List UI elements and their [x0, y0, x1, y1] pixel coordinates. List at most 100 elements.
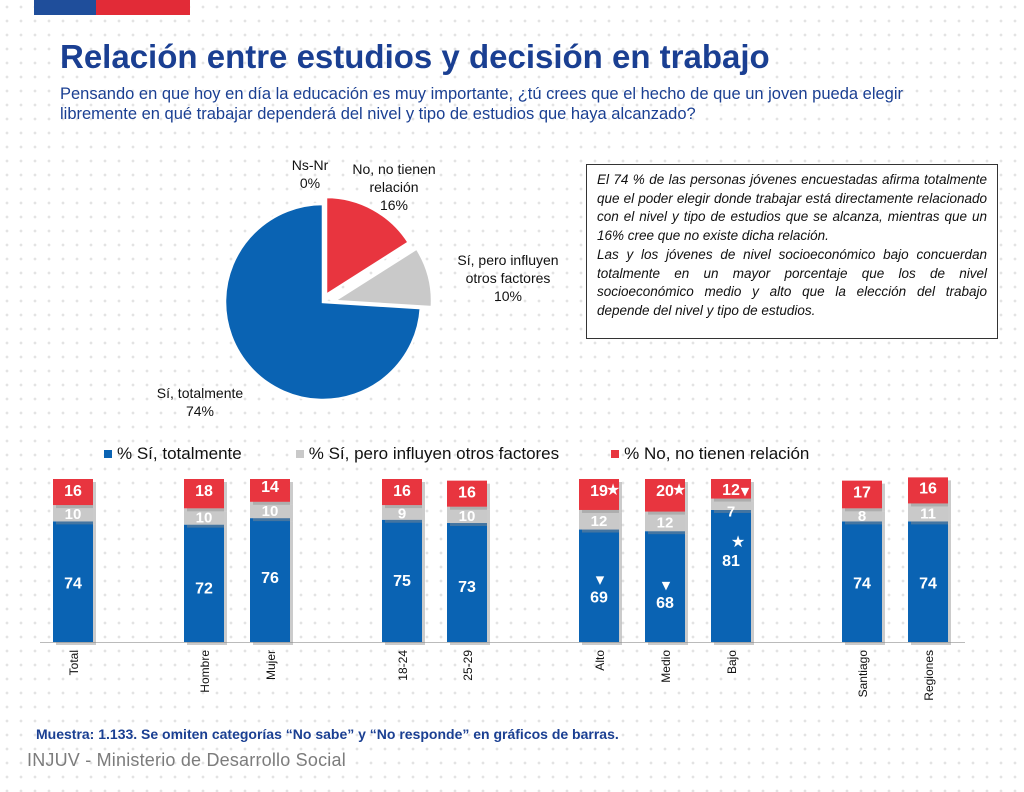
- pie-label-nsnr-value: 0%: [299, 175, 321, 191]
- x-axis-label-Medio: Medio: [659, 650, 673, 683]
- bar-value-Alto-si-totalmente: 69: [590, 590, 608, 607]
- summary-paragraph-2: Las y los jóvenes de nivel socioeconómic…: [597, 246, 987, 318]
- pie-chart: [223, 195, 434, 402]
- x-axis-label-Total: Total: [67, 650, 81, 675]
- bar-segment-25-29-1: [447, 506, 487, 524]
- significance-marker-5: ★: [731, 532, 745, 551]
- legend-swatch-blue: [104, 450, 112, 458]
- bar-value-Hombre-si-totalmente: 72: [195, 581, 213, 598]
- bar-value-Santiago-si-totalmente: 74: [853, 575, 871, 592]
- summary-textbox: El 74 % de las personas jóvenes encuesta…: [586, 164, 998, 339]
- bar-segment-Bajo-0: [711, 509, 751, 642]
- legend-label-si-totalmente: % Sí, totalmente: [117, 444, 242, 463]
- bar-value-25-29-no: 16: [458, 485, 476, 502]
- bar-segment-25-29-0: [447, 523, 487, 642]
- bar-segment-Medio-0: [645, 531, 685, 642]
- bar-segment-18-24-1: [382, 505, 422, 520]
- bar-segment-Santiago-2: [842, 480, 882, 509]
- pie-label-si-pero: Sí, pero influyen otros factores 10%: [440, 251, 576, 305]
- brand-color-bar: [34, 0, 190, 15]
- pie-label-si-pero-line2: otros factores: [465, 270, 551, 286]
- legend-swatch-red: [611, 450, 620, 458]
- x-axis-label-Santiago: Santiago: [856, 650, 870, 698]
- bar-segment-Regiones-2: [908, 477, 948, 504]
- significance-marker-4: ▼: [662, 579, 671, 592]
- bar-value-Regiones-si-pero: 11: [920, 505, 936, 522]
- pie-label-nsnr-name: Ns-Nr: [291, 157, 329, 173]
- bar-segment-Total-0: [53, 521, 93, 642]
- bar-value-Hombre-no: 18: [195, 483, 213, 500]
- bar-segment-Mujer-0: [250, 518, 290, 642]
- summary-paragraph-1: El 74 % de las personas jóvenes encuesta…: [597, 172, 987, 244]
- bar-value-Mujer-si-totalmente: 76: [261, 570, 279, 587]
- bar-segment-Hombre-1: [184, 508, 224, 525]
- legend-label-si-pero: % Sí, pero influyen otros factores: [308, 444, 560, 463]
- bar-segment-Alto-2: [579, 479, 619, 510]
- institution-logo: INJUV - Ministerio de Desarrollo Social: [27, 750, 346, 770]
- pie-label-no-line1: No, no tienen: [352, 161, 436, 177]
- bar-value-Mujer-no: 14: [261, 479, 279, 496]
- bar-value-Alto-si-pero: 12: [591, 513, 608, 530]
- bar-value-Regiones-no: 16: [919, 480, 937, 497]
- pie-label-no-value: 16%: [379, 197, 409, 213]
- bar-chart-legend: % Sí, totalmente % Sí, pero influyen otr…: [104, 444, 809, 464]
- bar-value-Hombre-si-pero: 10: [196, 509, 213, 526]
- page-subtitle: Pensando en que hoy en día la educación …: [60, 85, 903, 123]
- significance-marker-3: ▼: [596, 574, 605, 587]
- bar-segment-Regiones-1: [908, 503, 948, 522]
- bar-segment-Bajo-2: [711, 479, 751, 499]
- pie-label-si-tot-name: Sí, totalmente: [156, 385, 244, 401]
- bar-value-18-24-si-totalmente: 75: [393, 573, 411, 590]
- stacked-bar-chart: 74 10 16 Total 72 10 18 Hombre 76 10 14 Mujer 75 9 16 1…: [40, 477, 965, 701]
- bar-segment-Hombre-2: [184, 479, 224, 509]
- bar-value-Medio-no: 20: [656, 483, 674, 500]
- bar-segment-25-29-2: [447, 480, 487, 507]
- x-axis-label-Bajo: Bajo: [725, 650, 739, 674]
- bar-segment-Medio-2: [645, 479, 685, 512]
- bar-value-Santiago-si-pero: 8: [858, 508, 866, 525]
- x-axis-label-Mujer: Mujer: [264, 650, 278, 680]
- pie-label-si-pero-line1: Sí, pero influyen: [457, 252, 559, 268]
- bar-value-25-29-si-pero: 10: [459, 508, 476, 525]
- significance-marker-1: ★: [672, 480, 686, 499]
- pie-slice-1: [330, 246, 434, 309]
- bar-value-18-24-si-pero: 9: [398, 505, 406, 522]
- bar-segment-Alto-0: [579, 529, 619, 642]
- pie-label-si-totalmente: Sí, totalmente 74%: [140, 384, 260, 420]
- bar-segment-Hombre-0: [184, 524, 224, 642]
- legend-item-si-totalmente: % Sí, totalmente: [104, 444, 242, 464]
- bar-segment-Medio-1: [645, 511, 685, 532]
- brand-bar-blue: [34, 0, 96, 15]
- bar-segment-Alto-1: [579, 509, 619, 530]
- page-title: Relación entre estudios y decisión en tr…: [60, 38, 770, 75]
- bar-value-25-29-si-totalmente: 73: [458, 579, 476, 596]
- bar-segment-Mujer-2: [250, 479, 290, 502]
- legend-item-si-pero: % Sí, pero influyen otros factores: [295, 444, 560, 464]
- bar-value-Total-si-pero: 10: [65, 506, 82, 523]
- x-axis-label-25-29: 25-29: [461, 650, 475, 681]
- x-axis-label-Hombre: Hombre: [198, 650, 212, 693]
- pie-slice-2: [324, 195, 411, 298]
- brand-bar-red: [96, 0, 190, 15]
- pie-label-si-tot-value: 74%: [185, 403, 215, 419]
- pie-label-no: No, no tienen relación 16%: [334, 160, 454, 214]
- bar-segment-Bajo-1: [711, 498, 751, 510]
- bar-value-Bajo-no: 12: [722, 482, 740, 499]
- bar-value-Bajo-si-pero: 7: [727, 503, 735, 520]
- significance-marker-0: ★: [606, 480, 620, 499]
- bar-segment-Santiago-1: [842, 508, 882, 522]
- significance-marker-2: ▼: [741, 485, 750, 498]
- bar-value-Bajo-si-totalmente: 81: [722, 553, 740, 570]
- bar-value-Santiago-no: 17: [853, 485, 871, 502]
- pie-label-si-pero-value: 10%: [493, 288, 523, 304]
- bar-segment-Total-1: [53, 505, 93, 522]
- pie-slice-0: [223, 202, 423, 402]
- bar-segment-Total-2: [53, 479, 93, 506]
- x-axis-label-Alto: Alto: [593, 650, 607, 671]
- pie-label-no-line2: relación: [369, 179, 419, 195]
- bar-value-Total-si-totalmente: 74: [64, 575, 82, 592]
- bar-value-Medio-si-pero: 12: [657, 514, 674, 531]
- legend-label-no: % No, no tienen relación: [624, 444, 810, 463]
- bar-segment-18-24-0: [382, 519, 422, 642]
- bar-value-Total-no: 16: [64, 483, 82, 500]
